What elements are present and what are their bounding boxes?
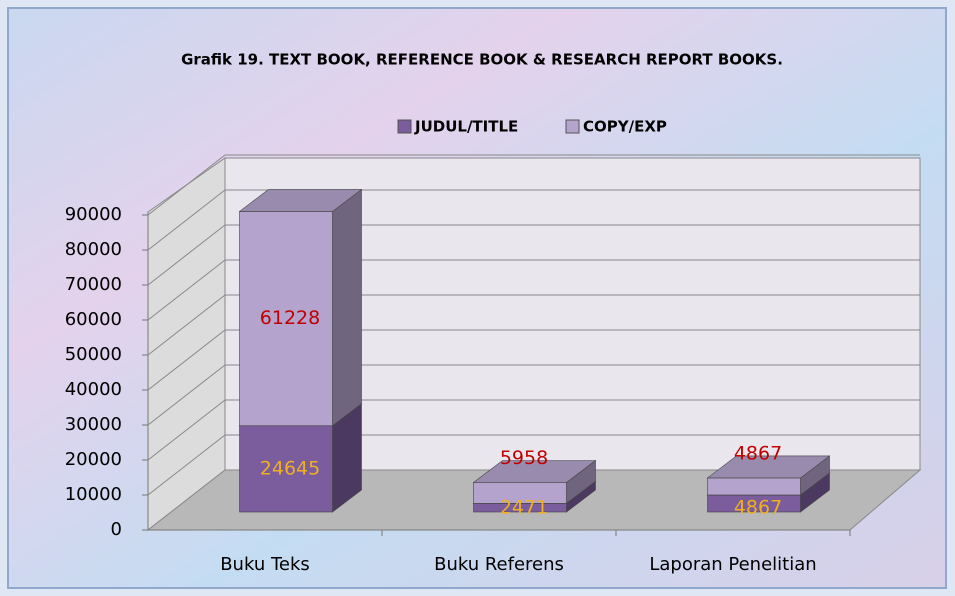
y-tick-label: 50000	[65, 344, 122, 365]
bar	[707, 477, 801, 496]
legend-swatch	[397, 119, 412, 134]
value-label: 4867	[734, 442, 782, 464]
value-label: 24645	[260, 457, 320, 479]
bar-top	[472, 460, 597, 483]
x-tick-label: Buku Teks	[220, 554, 310, 575]
bar	[239, 211, 333, 427]
grid-line	[147, 434, 226, 496]
value-label: 5958	[500, 447, 548, 469]
side-wall	[147, 157, 226, 532]
grid-line	[147, 329, 226, 391]
value-label: 61228	[260, 307, 320, 329]
grid-line	[147, 364, 226, 426]
grid-line	[147, 154, 226, 216]
y-tick-label: 40000	[65, 379, 122, 400]
grid-line	[147, 224, 226, 286]
y-tick-label: 60000	[65, 309, 122, 330]
chart-title: Grafik 19. TEXT BOOK, REFERENCE BOOK & R…	[181, 51, 783, 69]
bar-top	[238, 189, 363, 212]
bar-side	[332, 188, 362, 427]
y-tick-label: 0	[111, 519, 122, 540]
bar	[239, 425, 333, 513]
value-label: 2471	[500, 497, 548, 519]
grid-line	[147, 189, 226, 251]
y-tick-label: 90000	[65, 204, 122, 225]
y-tick-label: 20000	[65, 449, 122, 470]
grid-line	[147, 259, 226, 321]
bar-top	[706, 455, 831, 479]
y-tick-label: 70000	[65, 274, 122, 295]
value-label: 4867	[734, 497, 782, 519]
legend-swatch	[565, 119, 580, 134]
grid-line	[147, 399, 226, 461]
x-tick-label: Buku Referens	[434, 554, 564, 575]
y-tick-label: 80000	[65, 239, 122, 260]
y-tick-label: 10000	[65, 484, 122, 505]
y-tick-label: 30000	[65, 414, 122, 435]
legend-label: JUDUL/TITLE	[414, 118, 518, 136]
x-tick-label: Laporan Penelitian	[649, 554, 816, 575]
grid-line	[147, 294, 226, 356]
legend-label: COPY/EXP	[583, 118, 667, 136]
